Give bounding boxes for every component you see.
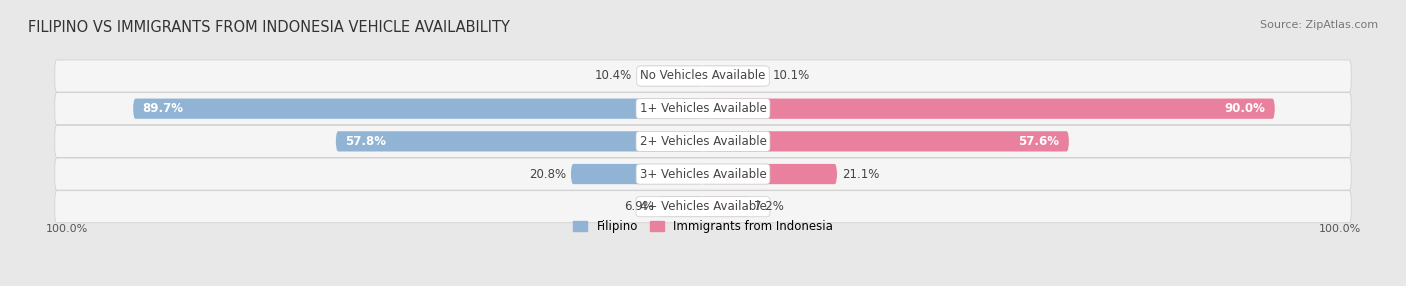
FancyBboxPatch shape: [703, 196, 749, 217]
Text: 20.8%: 20.8%: [529, 168, 565, 180]
FancyBboxPatch shape: [703, 66, 768, 86]
FancyBboxPatch shape: [703, 131, 1069, 152]
Text: 2+ Vehicles Available: 2+ Vehicles Available: [640, 135, 766, 148]
Text: 1+ Vehicles Available: 1+ Vehicles Available: [640, 102, 766, 115]
FancyBboxPatch shape: [659, 196, 703, 217]
Text: 89.7%: 89.7%: [142, 102, 184, 115]
Text: 100.0%: 100.0%: [45, 224, 87, 234]
Text: 90.0%: 90.0%: [1225, 102, 1265, 115]
FancyBboxPatch shape: [55, 125, 1351, 157]
FancyBboxPatch shape: [703, 99, 1275, 119]
FancyBboxPatch shape: [134, 99, 703, 119]
Text: 4+ Vehicles Available: 4+ Vehicles Available: [640, 200, 766, 213]
FancyBboxPatch shape: [55, 158, 1351, 190]
Text: No Vehicles Available: No Vehicles Available: [640, 69, 766, 82]
Text: 3+ Vehicles Available: 3+ Vehicles Available: [640, 168, 766, 180]
Text: 10.1%: 10.1%: [772, 69, 810, 82]
Text: Source: ZipAtlas.com: Source: ZipAtlas.com: [1260, 20, 1378, 30]
Text: 57.6%: 57.6%: [1018, 135, 1060, 148]
Text: FILIPINO VS IMMIGRANTS FROM INDONESIA VEHICLE AVAILABILITY: FILIPINO VS IMMIGRANTS FROM INDONESIA VE…: [28, 20, 510, 35]
Text: 57.8%: 57.8%: [346, 135, 387, 148]
FancyBboxPatch shape: [703, 164, 837, 184]
Text: 10.4%: 10.4%: [595, 69, 631, 82]
Text: 6.9%: 6.9%: [624, 200, 654, 213]
FancyBboxPatch shape: [336, 131, 703, 152]
FancyBboxPatch shape: [55, 60, 1351, 92]
Text: 100.0%: 100.0%: [1319, 224, 1361, 234]
Text: 7.2%: 7.2%: [754, 200, 783, 213]
FancyBboxPatch shape: [637, 66, 703, 86]
Legend: Filipino, Immigrants from Indonesia: Filipino, Immigrants from Indonesia: [568, 215, 838, 238]
Text: 21.1%: 21.1%: [842, 168, 880, 180]
FancyBboxPatch shape: [55, 93, 1351, 125]
FancyBboxPatch shape: [55, 191, 1351, 223]
FancyBboxPatch shape: [571, 164, 703, 184]
